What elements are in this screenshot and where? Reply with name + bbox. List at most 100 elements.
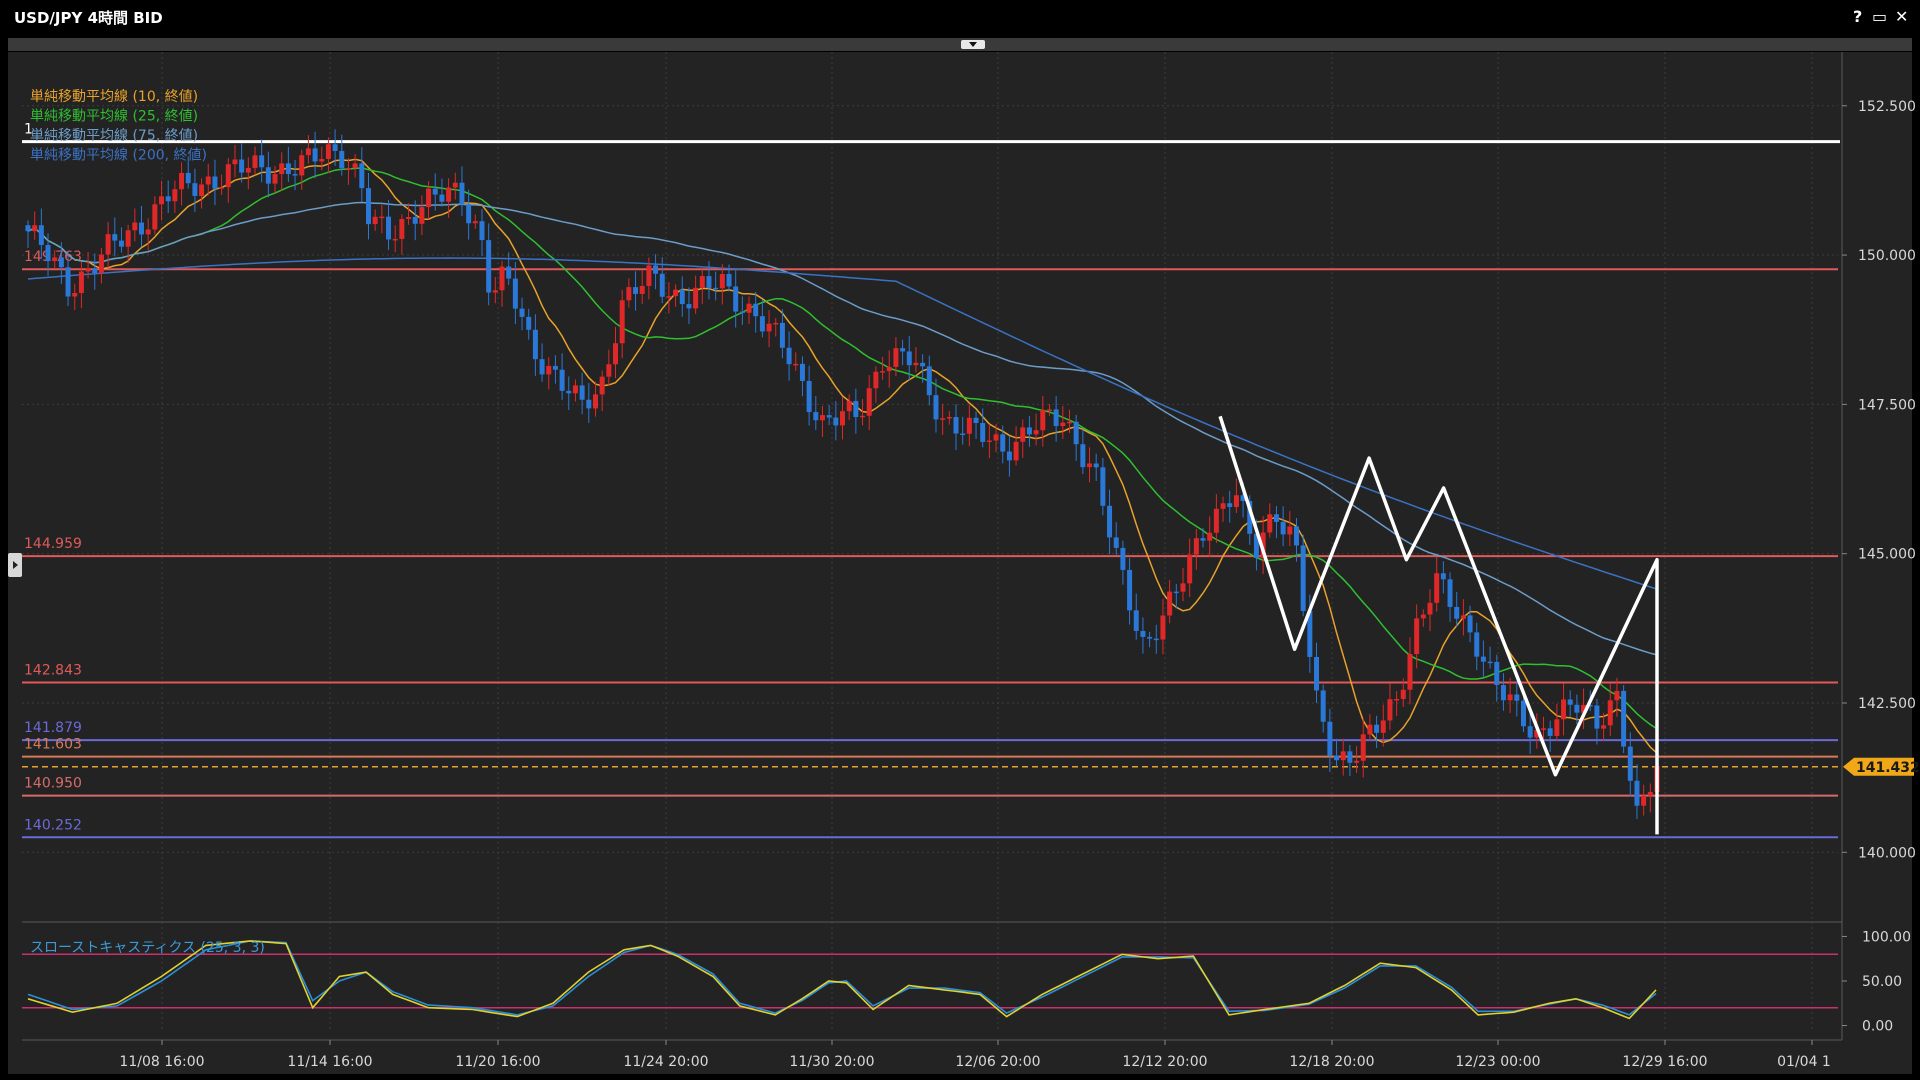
candle-body — [1541, 728, 1547, 730]
candle-body — [1340, 751, 1346, 761]
candle-body — [866, 388, 872, 416]
candle-body — [1233, 495, 1239, 507]
price-axis[interactable]: 152.500 150.000 147.500 145.000 142.500 140.0… — [1842, 99, 1920, 862]
candle-body — [1547, 728, 1553, 736]
candle-body — [699, 276, 705, 288]
candle-body — [826, 415, 832, 418]
candle-body — [1273, 514, 1279, 522]
candle-body — [205, 176, 211, 185]
sma-200-line — [27, 257, 1658, 590]
candle-body — [1160, 615, 1166, 640]
candle-body — [259, 155, 265, 168]
candle-body — [779, 322, 785, 348]
candle-body — [1167, 591, 1173, 616]
candle-body — [546, 365, 552, 375]
candle-body — [1567, 699, 1573, 705]
candle-body — [1641, 795, 1647, 806]
candle-body — [880, 371, 886, 373]
candle-body — [953, 417, 959, 434]
candle-body — [592, 394, 598, 409]
candle-body — [1207, 532, 1213, 541]
candle-body — [1253, 533, 1259, 559]
candle-body — [172, 189, 178, 202]
candle-body — [1120, 547, 1126, 570]
hline-label: 140.252 — [24, 817, 82, 833]
candle-body — [1020, 427, 1026, 442]
candle-body — [833, 417, 839, 426]
candle-body — [1601, 725, 1607, 729]
candle-body — [966, 417, 972, 434]
stoch-k-line — [27, 940, 1657, 1020]
candle-body — [940, 418, 946, 420]
candle-body — [1240, 495, 1246, 502]
candle-body — [65, 267, 71, 297]
candle-body — [1107, 505, 1113, 538]
candle-body — [1006, 451, 1012, 461]
y-tick-label: 152.500 — [1858, 99, 1916, 115]
candle-body — [1180, 583, 1186, 592]
candle-body — [1147, 636, 1153, 639]
candle-body — [45, 244, 51, 262]
candle-body — [212, 176, 218, 189]
candle-body — [1173, 591, 1179, 594]
candle-body — [225, 164, 231, 188]
candle-body — [559, 369, 565, 391]
candle-body — [733, 286, 739, 312]
stoch-label: スローストキャスティクス (25, 3, 3) — [30, 940, 265, 956]
candle-body — [773, 322, 779, 325]
zigzag-drawing[interactable] — [1218, 415, 1659, 835]
legend-sma-10: 単純移動平均線 (10, 終値) — [30, 89, 198, 105]
x-tick-label: 12/12 20:00 — [1122, 1054, 1207, 1070]
candle-body — [666, 296, 672, 298]
candle-body — [486, 240, 492, 293]
candle-body — [1193, 538, 1199, 555]
candle-body — [345, 168, 351, 170]
sma-75-line — [27, 201, 1658, 656]
sma-25-line — [27, 167, 1658, 730]
candle-body — [552, 365, 558, 370]
time-axis[interactable]: 11/08 16:00 11/14 16:00 11/20 16:00 11/24 2… — [119, 1040, 1831, 1070]
candle-body — [1480, 656, 1486, 662]
candle-body — [1300, 545, 1306, 611]
candle-body — [319, 158, 325, 162]
candle-body — [846, 400, 852, 412]
candle-body — [359, 163, 365, 189]
candle-body — [279, 163, 285, 175]
zigzag-line[interactable] — [1218, 415, 1659, 835]
candle-body — [813, 412, 819, 421]
candle-body — [626, 287, 632, 301]
candle-body — [1287, 526, 1293, 535]
candle-body — [1227, 503, 1233, 507]
candle-body — [312, 148, 318, 162]
candle-body — [25, 225, 31, 232]
candle-body — [325, 144, 331, 159]
candle-body — [245, 167, 251, 173]
side-panel-toggle[interactable] — [8, 553, 22, 577]
candle-body — [219, 187, 225, 189]
help-icon[interactable]: ? — [1853, 7, 1863, 26]
hline-label: 141.603 — [24, 737, 82, 753]
candle-body — [1314, 656, 1320, 691]
grid — [22, 52, 1843, 1041]
chevron-down-icon[interactable] — [961, 40, 985, 49]
close-icon[interactable]: ✕ — [1895, 7, 1909, 26]
current-price-tag — [1843, 757, 1914, 776]
legend-sma-200: 単純移動平均線 (200, 終値) — [30, 148, 207, 164]
candle-body — [1347, 751, 1353, 763]
candle-body — [1334, 755, 1340, 761]
x-tick-label: 11/24 20:00 — [623, 1054, 708, 1070]
candle-body — [1354, 760, 1360, 763]
legend-sma-75: 単純移動平均線 (75, 終値) — [30, 128, 198, 144]
candle-body — [886, 366, 892, 372]
candle-body — [185, 172, 191, 184]
candle-body — [853, 400, 859, 418]
candle-body — [352, 163, 358, 169]
candle-body — [526, 316, 532, 330]
maximize-icon[interactable]: ▭ — [1872, 7, 1888, 26]
candle-body — [653, 265, 659, 274]
candle-body — [1514, 694, 1520, 701]
candle-body — [539, 359, 545, 375]
candle-body — [386, 216, 392, 240]
